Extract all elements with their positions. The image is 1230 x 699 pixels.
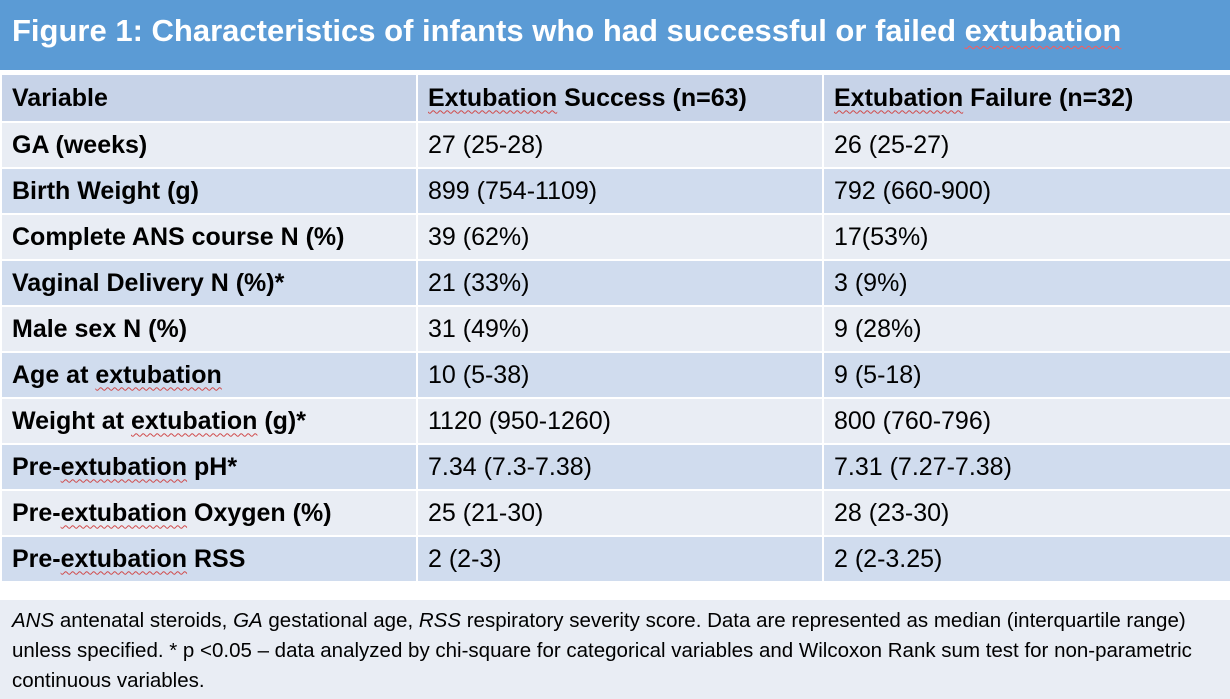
row-failure-value: 9 (5-18) xyxy=(822,351,1230,399)
row-success-value: 899 (754-1109) xyxy=(416,167,824,215)
header-variable: Variable xyxy=(0,73,418,123)
row-variable: Weight at extubation (g)* xyxy=(0,397,418,445)
row-variable: Pre-extubation RSS xyxy=(0,535,418,583)
row-variable: Pre-extubation pH* xyxy=(0,443,418,491)
row-failure-value: 17(53%) xyxy=(822,213,1230,261)
row-failure-value: 7.31 (7.27-7.38) xyxy=(822,443,1230,491)
table-row: Pre-extubation Oxygen (%) 25 (21-30) 28 … xyxy=(0,489,1230,537)
row-variable: Pre-extubation Oxygen (%) xyxy=(0,489,418,537)
row-failure-value: 26 (25-27) xyxy=(822,121,1230,169)
row-success-value: 31 (49%) xyxy=(416,305,824,353)
row-success-value: 2 (2-3) xyxy=(416,535,824,583)
figure-title-last-word: extubation xyxy=(964,13,1122,48)
row-success-value: 7.34 (7.3-7.38) xyxy=(416,443,824,491)
row-variable: Vaginal Delivery N (%)* xyxy=(0,259,418,307)
row-success-value: 25 (21-30) xyxy=(416,489,824,537)
table-footnote: ANS antenatal steroids, GA gestational a… xyxy=(0,600,1230,699)
row-variable: Birth Weight (g) xyxy=(0,167,418,215)
row-failure-value: 28 (23-30) xyxy=(822,489,1230,537)
characteristics-table: Variable Extubation Success (n=63) Extub… xyxy=(0,73,1230,583)
row-success-value: 27 (25-28) xyxy=(416,121,824,169)
figure-title-text: Figure 1: Characteristics of infants who… xyxy=(12,13,965,48)
footnote-rss-abbr: RSS xyxy=(418,609,462,632)
row-success-value: 10 (5-38) xyxy=(416,351,824,399)
table-row: Birth Weight (g) 899 (754-1109) 792 (660… xyxy=(0,167,1230,215)
figure-title: Figure 1: Characteristics of infants who… xyxy=(0,0,1230,70)
row-failure-value: 800 (760-796) xyxy=(822,397,1230,445)
row-failure-value: 792 (660-900) xyxy=(822,167,1230,215)
header-success: Extubation Success (n=63) xyxy=(416,73,824,123)
table-row: Weight at extubation (g)* 1120 (950-1260… xyxy=(0,397,1230,445)
row-failure-value: 3 (9%) xyxy=(822,259,1230,307)
row-failure-value: 2 (2-3.25) xyxy=(822,535,1230,583)
table-row: Complete ANS course N (%) 39 (62%) 17(53… xyxy=(0,213,1230,261)
table-header-row: Variable Extubation Success (n=63) Extub… xyxy=(0,73,1230,123)
row-success-value: 21 (33%) xyxy=(416,259,824,307)
row-success-value: 39 (62%) xyxy=(416,213,824,261)
table-row: Age at extubation 10 (5-38) 9 (5-18) xyxy=(0,351,1230,399)
header-failure: Extubation Failure (n=32) xyxy=(822,73,1230,123)
table-row: Vaginal Delivery N (%)* 21 (33%) 3 (9%) xyxy=(0,259,1230,307)
characteristics-table-container: Variable Extubation Success (n=63) Extub… xyxy=(0,73,1230,583)
table-row: Pre-extubation pH* 7.34 (7.3-7.38) 7.31 … xyxy=(0,443,1230,491)
footnote-ans-abbr: ANS xyxy=(12,609,55,632)
row-failure-value: 9 (28%) xyxy=(822,305,1230,353)
row-success-value: 1120 (950-1260) xyxy=(416,397,824,445)
row-variable: Complete ANS course N (%) xyxy=(0,213,418,261)
table-row: Male sex N (%) 31 (49%) 9 (28%) xyxy=(0,305,1230,353)
table-row: GA (weeks) 27 (25-28) 26 (25-27) xyxy=(0,121,1230,169)
row-variable: Age at extubation xyxy=(0,351,418,399)
table-row: Pre-extubation RSS 2 (2-3) 2 (2-3.25) xyxy=(0,535,1230,583)
row-variable: GA (weeks) xyxy=(0,121,418,169)
footnote-ga-abbr: GA xyxy=(233,609,263,632)
row-variable: Male sex N (%) xyxy=(0,305,418,353)
